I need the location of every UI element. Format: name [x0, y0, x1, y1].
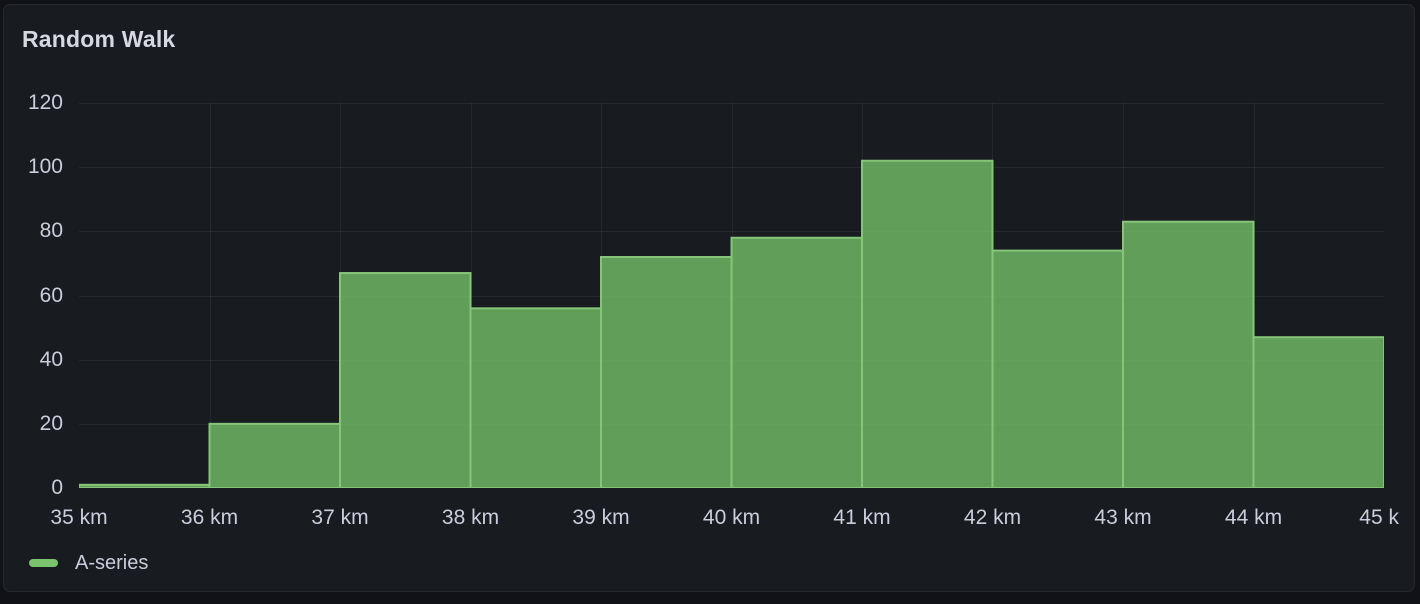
histogram-bar[interactable] — [1122, 220, 1255, 488]
x-axis-tick-label: 45 k — [1359, 506, 1399, 529]
histogram-bar[interactable] — [208, 422, 341, 488]
legend-series-marker-icon — [29, 559, 58, 567]
x-axis-tick-label: 43 km — [1094, 506, 1152, 529]
histogram-bar[interactable] — [79, 483, 211, 488]
y-axis-tick-label: 0 — [51, 476, 63, 499]
x-axis-tick-label: 40 km — [702, 506, 761, 529]
y-axis-tick-label: 100 — [27, 155, 63, 179]
y-axis-tick-label: 120 — [27, 91, 63, 114]
x-axis-tick-label: 39 km — [572, 506, 630, 529]
histogram-bar[interactable] — [1252, 336, 1385, 488]
x-axis-tick-label: 38 km — [441, 506, 500, 529]
histogram-bar[interactable] — [991, 249, 1124, 488]
legend-item-a-series[interactable]: A-series — [29, 552, 148, 575]
histogram-bar[interactable] — [861, 159, 994, 488]
x-axis-tick-label: 36 km — [180, 506, 239, 529]
legend-series-label: A-series — [75, 551, 149, 574]
x-axis-tick-label: 35 km — [50, 506, 108, 529]
legend: A-series — [29, 549, 148, 577]
y-axis-tick-label: 60 — [39, 283, 63, 307]
histogram-bar[interactable] — [730, 236, 863, 488]
x-axis-tick-label: 42 km — [963, 506, 1022, 529]
x-axis-tick-label: 37 km — [311, 506, 369, 529]
histogram-bar[interactable] — [339, 272, 472, 488]
y-axis-tick-label: 40 — [39, 347, 63, 371]
histogram-plot-area[interactable] — [79, 103, 1384, 488]
y-axis-tick-label: 20 — [39, 411, 63, 435]
x-axis-tick-label: 44 km — [1224, 506, 1283, 529]
y-axis-tick-label: 80 — [39, 219, 63, 243]
panel-title[interactable]: Random Walk — [22, 26, 176, 52]
histogram-bar[interactable] — [600, 256, 733, 488]
panel-random-walk: Random Walk 120 100 80 60 40 20 0 35 km 36 km 37… — [3, 4, 1415, 592]
x-axis-tick-label: 41 km — [833, 506, 891, 529]
histogram-bar[interactable] — [469, 307, 602, 488]
